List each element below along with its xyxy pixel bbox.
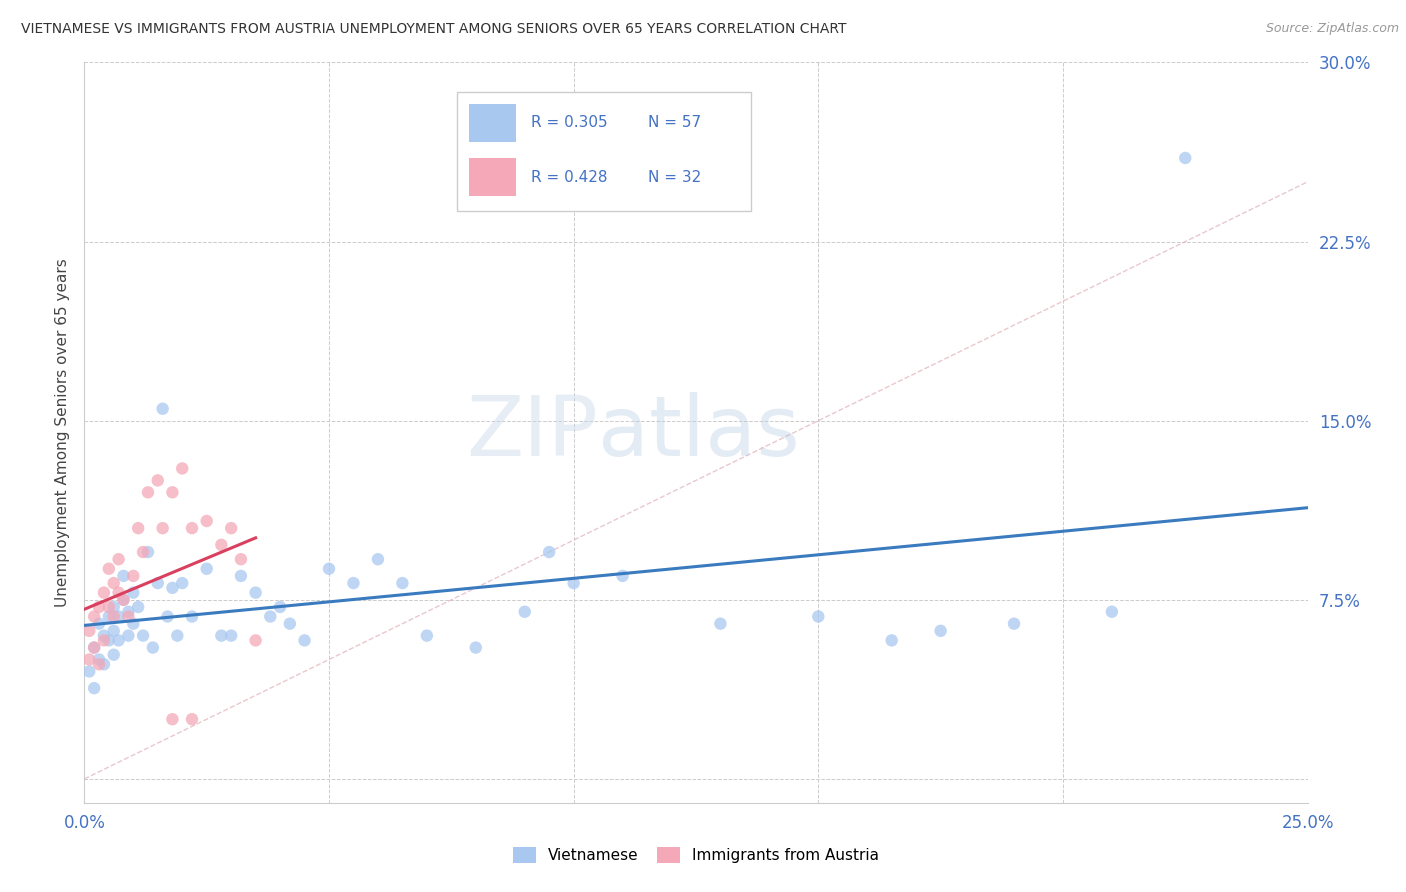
Vietnamese [77, 665, 100, 679]
Immigrants from Austria [136, 485, 159, 500]
Vietnamese [880, 633, 903, 648]
Vietnamese [181, 609, 204, 624]
Vietnamese [87, 616, 110, 631]
Vietnamese [146, 576, 169, 591]
Immigrants from Austria [117, 609, 139, 624]
Immigrants from Austria [152, 521, 174, 535]
Text: VIETNAMESE VS IMMIGRANTS FROM AUSTRIA UNEMPLOYMENT AMONG SENIORS OVER 65 YEARS C: VIETNAMESE VS IMMIGRANTS FROM AUSTRIA UN… [21, 22, 846, 37]
Text: atlas: atlas [598, 392, 800, 473]
Immigrants from Austria [107, 585, 129, 599]
Vietnamese [416, 629, 439, 643]
Vietnamese [136, 545, 159, 559]
Immigrants from Austria [162, 485, 184, 500]
Vietnamese [807, 609, 830, 624]
Vietnamese [391, 576, 413, 591]
Vietnamese [166, 629, 188, 643]
Vietnamese [97, 633, 120, 648]
Vietnamese [107, 633, 129, 648]
Immigrants from Austria [219, 521, 242, 535]
Immigrants from Austria [209, 538, 232, 552]
Y-axis label: Unemployment Among Seniors over 65 years: Unemployment Among Seniors over 65 years [55, 259, 70, 607]
Vietnamese [103, 624, 125, 638]
Vietnamese [97, 609, 120, 624]
Vietnamese [195, 562, 218, 576]
Text: Source: ZipAtlas.com: Source: ZipAtlas.com [1265, 22, 1399, 36]
Vietnamese [318, 562, 340, 576]
Immigrants from Austria [103, 609, 125, 624]
Immigrants from Austria [195, 514, 218, 528]
Immigrants from Austria [83, 640, 105, 655]
Vietnamese [152, 401, 174, 416]
Vietnamese [162, 581, 184, 595]
Immigrants from Austria [112, 592, 135, 607]
Vietnamese [127, 599, 149, 614]
Vietnamese [93, 657, 115, 672]
Immigrants from Austria [172, 461, 194, 475]
Vietnamese [87, 652, 110, 666]
Vietnamese [83, 640, 105, 655]
Vietnamese [562, 576, 585, 591]
Vietnamese [83, 681, 105, 695]
Vietnamese [513, 605, 536, 619]
Vietnamese [117, 629, 139, 643]
Immigrants from Austria [87, 599, 110, 614]
Immigrants from Austria [77, 652, 100, 666]
Vietnamese [103, 648, 125, 662]
Vietnamese [103, 599, 125, 614]
Vietnamese [294, 633, 316, 648]
Vietnamese [117, 605, 139, 619]
Vietnamese [1101, 605, 1123, 619]
Vietnamese [1174, 151, 1197, 165]
Vietnamese [156, 609, 179, 624]
Immigrants from Austria [122, 569, 145, 583]
Vietnamese [112, 592, 135, 607]
Immigrants from Austria [103, 576, 125, 591]
Vietnamese [929, 624, 952, 638]
Immigrants from Austria [87, 657, 110, 672]
Vietnamese [367, 552, 389, 566]
Immigrants from Austria [146, 474, 169, 488]
Vietnamese [132, 629, 155, 643]
Vietnamese [107, 609, 129, 624]
Vietnamese [278, 616, 301, 631]
Vietnamese [209, 629, 232, 643]
Vietnamese [245, 585, 267, 599]
Immigrants from Austria [132, 545, 155, 559]
Vietnamese [269, 599, 291, 614]
Vietnamese [538, 545, 561, 559]
Vietnamese [709, 616, 731, 631]
Immigrants from Austria [162, 712, 184, 726]
Immigrants from Austria [97, 562, 120, 576]
Vietnamese [1002, 616, 1025, 631]
Vietnamese [112, 569, 135, 583]
Vietnamese [342, 576, 364, 591]
Vietnamese [612, 569, 634, 583]
Text: ZIP: ZIP [467, 392, 598, 473]
Legend: Vietnamese, Immigrants from Austria: Vietnamese, Immigrants from Austria [506, 841, 886, 869]
Immigrants from Austria [77, 624, 100, 638]
Vietnamese [219, 629, 242, 643]
Vietnamese [172, 576, 194, 591]
Immigrants from Austria [107, 552, 129, 566]
Immigrants from Austria [127, 521, 149, 535]
Immigrants from Austria [181, 712, 204, 726]
Immigrants from Austria [245, 633, 267, 648]
Immigrants from Austria [97, 599, 120, 614]
Vietnamese [93, 629, 115, 643]
Vietnamese [122, 585, 145, 599]
Immigrants from Austria [93, 585, 115, 599]
Vietnamese [464, 640, 486, 655]
Vietnamese [229, 569, 252, 583]
Immigrants from Austria [181, 521, 204, 535]
Immigrants from Austria [83, 609, 105, 624]
Immigrants from Austria [229, 552, 252, 566]
Immigrants from Austria [93, 633, 115, 648]
Vietnamese [122, 616, 145, 631]
Vietnamese [259, 609, 281, 624]
Vietnamese [142, 640, 165, 655]
